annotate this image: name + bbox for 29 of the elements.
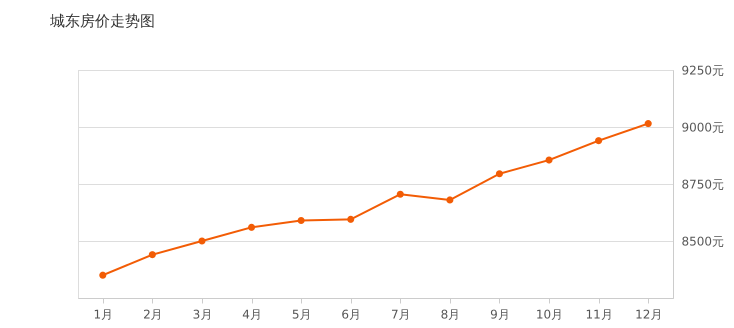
x-tick-label: 1月 xyxy=(93,308,114,322)
x-tick-label: 7月 xyxy=(390,308,411,322)
y-tick-label: 9250元 xyxy=(682,64,724,78)
x-tick-label: 4月 xyxy=(242,308,262,322)
point xyxy=(446,196,454,204)
point xyxy=(347,216,354,223)
point xyxy=(248,224,256,231)
point xyxy=(298,216,305,224)
point xyxy=(99,272,106,279)
x-tick-label: 5月 xyxy=(292,308,312,322)
y-tick-label: 8500元 xyxy=(682,234,724,248)
x-tick-label: 12月 xyxy=(635,308,662,322)
x-tick-label: 2月 xyxy=(143,308,163,322)
point xyxy=(496,170,503,178)
x-tick-label: 8月 xyxy=(440,308,460,322)
point xyxy=(396,190,404,198)
point xyxy=(644,120,652,128)
x-tick-label: 6月 xyxy=(341,308,362,322)
x-tick-label: 9月 xyxy=(490,308,510,322)
point xyxy=(198,237,206,245)
chart-title: 城东房价走势图 xyxy=(49,12,155,30)
y-tick-label: 9000元 xyxy=(682,120,724,134)
point xyxy=(546,156,553,164)
point xyxy=(148,251,156,258)
y-tick-label: 8750元 xyxy=(682,178,724,192)
x-tick-label: 11月 xyxy=(585,308,613,322)
x-tick-label: 3月 xyxy=(192,308,212,322)
point xyxy=(595,137,602,144)
x-tick-label: 10月 xyxy=(536,308,564,322)
